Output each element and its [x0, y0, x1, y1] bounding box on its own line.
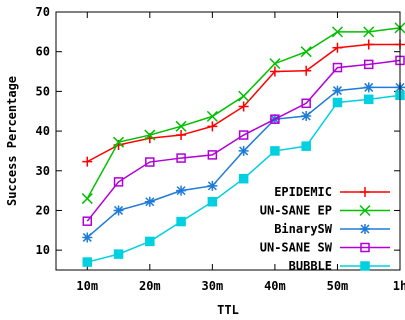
data-point: [175, 120, 187, 132]
data-point: [363, 39, 374, 50]
data-point: [82, 232, 93, 243]
x-tick-label: 30m: [202, 279, 224, 293]
data-point: [238, 130, 249, 140]
data-point: [113, 177, 124, 187]
data-point: [176, 216, 186, 227]
data-point: [269, 58, 281, 70]
data-point: [82, 156, 93, 167]
data-point: [82, 216, 93, 226]
y-tick-label: 70: [36, 5, 50, 19]
legend-label: UN-SANE SW: [260, 241, 333, 255]
y-tick-label: 10: [36, 243, 50, 257]
data-point: [207, 180, 218, 191]
data-point: [176, 130, 187, 141]
x-tick-label: 1h: [393, 279, 405, 293]
data-point: [145, 236, 155, 247]
data-point: [238, 101, 249, 112]
series-bubble: [82, 90, 405, 267]
data-point: [301, 65, 312, 76]
data-point: [332, 97, 343, 108]
series-line: [86, 27, 401, 199]
data-point: [207, 121, 218, 132]
x-tick-label: 40m: [264, 279, 286, 293]
data-point: [238, 173, 249, 184]
data-point: [359, 204, 371, 217]
data-point: [301, 110, 312, 121]
series-un-sane-ep: [81, 22, 405, 205]
data-point: [269, 66, 280, 77]
data-point: [270, 114, 280, 124]
legend-label: EPIDEMIC: [274, 185, 332, 199]
x-tick-label: 20m: [139, 279, 161, 293]
data-point: [145, 157, 155, 167]
data-point: [270, 146, 280, 156]
data-point: [206, 110, 218, 122]
data-point: [144, 129, 156, 141]
data-point: [82, 257, 93, 267]
legend-swatch: [340, 261, 390, 271]
data-point: [238, 145, 249, 156]
data-point: [360, 224, 370, 234]
data-point: [331, 26, 343, 38]
x-tick-label: 50m: [327, 279, 349, 293]
data-point: [207, 196, 218, 207]
data-point: [113, 249, 124, 259]
data-point: [360, 242, 370, 253]
data-point: [238, 90, 250, 102]
data-point: [300, 46, 312, 58]
data-point: [363, 26, 375, 38]
legend: EPIDEMIC UN-SANE EP BinarySW UN-SANE SW BUBB…: [260, 185, 390, 273]
data-point: [332, 62, 343, 73]
series-line: [86, 59, 401, 222]
legend-swatch: [340, 242, 390, 253]
data-point: [363, 94, 374, 105]
y-tick-label: 40: [36, 124, 50, 138]
data-point: [176, 153, 186, 163]
x-tick-label: 10m: [76, 279, 98, 293]
x-axis-label: TTL: [217, 303, 239, 317]
data-point: [301, 98, 311, 109]
y-tick-label: 60: [36, 45, 50, 59]
y-tick-label: 30: [36, 164, 50, 178]
legend-swatch: [340, 224, 390, 234]
y-axis-label: Success Percentage: [5, 76, 19, 206]
x-axis-ticks: 10m 20m 30m 40m 50m 1h: [76, 12, 405, 293]
y-tick-label: 50: [36, 84, 50, 98]
data-point: [81, 193, 93, 205]
data-point: [360, 261, 370, 271]
series-un-sane-sw: [82, 55, 405, 226]
legend-label: BinarySW: [274, 222, 333, 236]
legend-label: UN-SANE EP: [260, 204, 332, 218]
legend-swatch: [340, 187, 390, 197]
series-layer: [81, 22, 405, 267]
data-point: [113, 205, 124, 216]
legend-swatch: [340, 204, 390, 217]
data-point: [363, 82, 374, 93]
data-point: [113, 136, 125, 148]
legend-label: BUBBLE: [289, 259, 332, 273]
data-point: [363, 59, 374, 70]
y-axis-ticks: 10 20 30 40 50 60 70: [36, 5, 400, 257]
y-tick-label: 20: [36, 203, 50, 217]
data-point: [144, 196, 155, 207]
series-epidemic: [82, 39, 405, 167]
plot-frame: [55, 11, 401, 271]
data-point: [332, 42, 343, 53]
data-point: [176, 185, 187, 196]
data-point: [301, 141, 311, 151]
data-point: [207, 150, 218, 160]
data-point: [332, 85, 343, 96]
data-point: [360, 187, 370, 197]
